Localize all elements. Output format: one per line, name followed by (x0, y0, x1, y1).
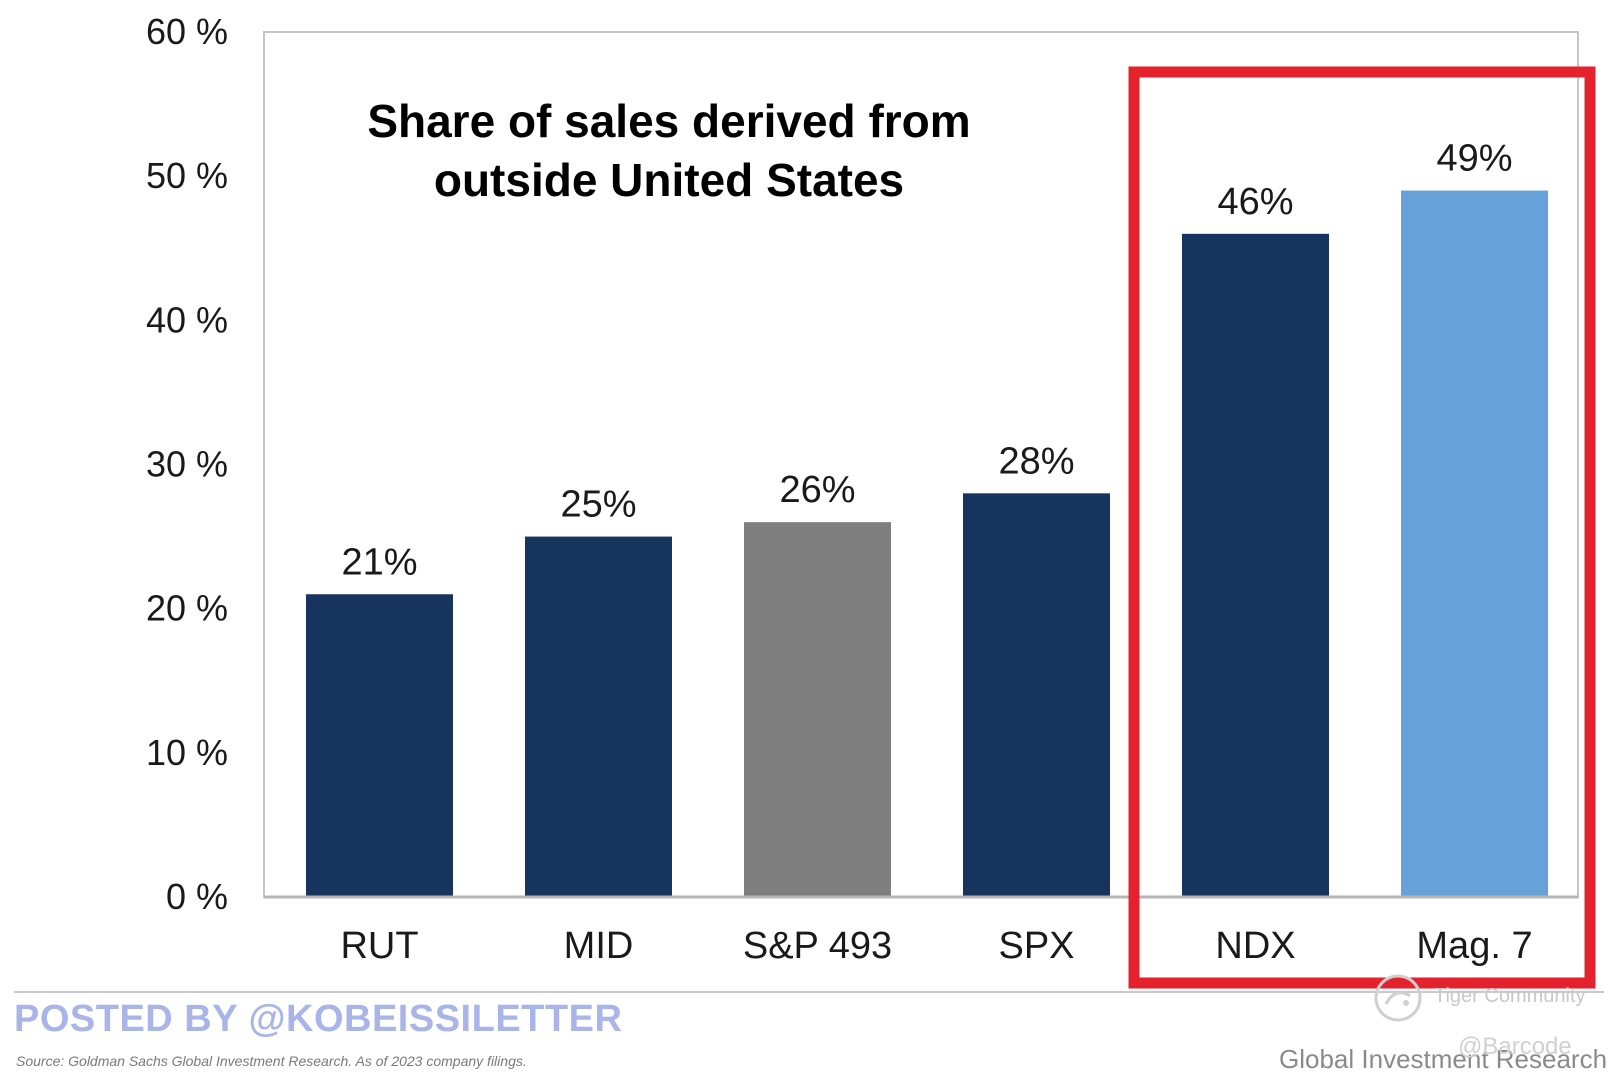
x-category-label: NDX (1215, 925, 1295, 967)
brand-footer: Global Investment Research (1279, 1044, 1608, 1074)
bar-s-p-493 (744, 522, 891, 897)
y-tick-label: 30 % (146, 444, 228, 485)
highlight-box (1128, 66, 1596, 989)
y-tick-label: 0 % (166, 876, 228, 917)
watermark-community: Tiger Community (1434, 985, 1586, 1007)
plot-area-frame (263, 31, 1579, 898)
bar-value-label: 46% (1217, 181, 1293, 223)
bar-value-label: 49% (1436, 138, 1512, 180)
bar-value-label: 28% (998, 440, 1074, 482)
bar-rut (306, 594, 453, 897)
x-category-label: S&P 493 (743, 925, 892, 967)
bar-spx (963, 493, 1110, 897)
x-category-label: Mag. 7 (1416, 925, 1532, 967)
watermark-user: @Barcode (1458, 1033, 1572, 1060)
source-note: Source: Goldman Sachs Global Investment … (16, 1053, 527, 1069)
y-tick-label: 60 % (146, 11, 228, 52)
y-tick-label: 20 % (146, 588, 228, 629)
y-tick-label: 50 % (146, 155, 228, 196)
bar-value-label: 26% (779, 469, 855, 511)
chart-title-line-1: Share of sales derived from (367, 95, 970, 147)
bar-value-label: 25% (560, 484, 636, 526)
tiger-logo-icon (1374, 974, 1422, 1022)
bar-mag-7 (1401, 190, 1548, 898)
bar-ndx (1182, 233, 1329, 898)
x-category-label: MID (564, 925, 634, 967)
x-category-label: RUT (340, 925, 418, 967)
x-category-label: SPX (998, 925, 1074, 967)
posted-by-credit: POSTED BY @KOBEISSILETTER (14, 998, 623, 1040)
bar-mid (525, 536, 672, 897)
y-tick-label: 40 % (146, 299, 228, 340)
chart-title-line-2: outside United States (434, 154, 904, 206)
footer-divider (14, 991, 1604, 993)
y-tick-label: 10 % (146, 732, 228, 773)
bar-value-label: 21% (341, 541, 417, 583)
